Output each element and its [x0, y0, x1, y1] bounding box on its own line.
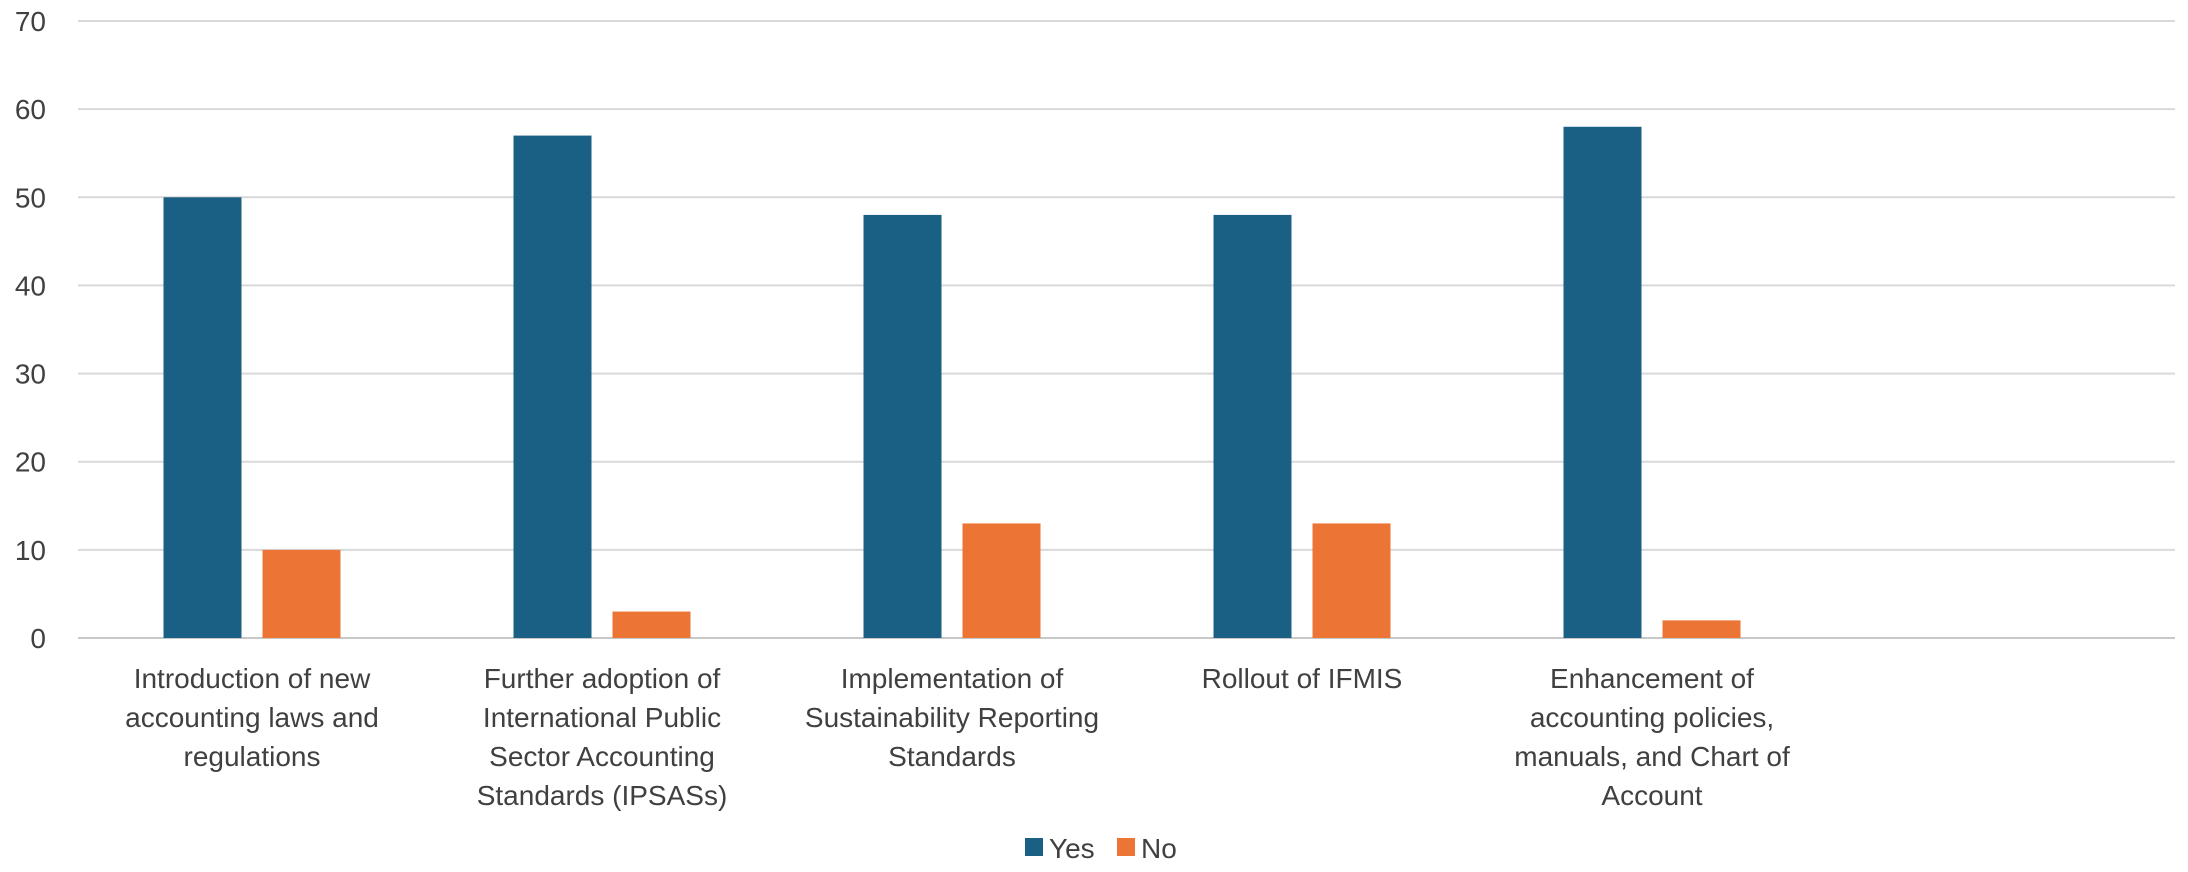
y-tick-label: 30: [15, 359, 46, 390]
category-label-line: Standards (IPSASs): [477, 780, 728, 811]
category-label: Implementation of Sustainability Reportin…: [805, 663, 1099, 772]
legend-label-no: No: [1141, 833, 1177, 864]
category-label-line: Implementation of: [841, 663, 1064, 694]
y-axis-ticks: 0 10 20 30 40 50 60 70: [15, 6, 46, 654]
bar-yes-2: [513, 135, 592, 639]
bar-no-1: [262, 549, 341, 638]
category-label-line: manuals, and Chart of: [1514, 741, 1790, 772]
category-label-line: Enhancement of: [1550, 663, 1754, 694]
legend: Yes No: [1025, 833, 1177, 864]
y-tick-label: 60: [15, 94, 46, 125]
category-label-line: International Public: [483, 702, 721, 733]
bar-yes-1: [163, 197, 242, 639]
category-label: Rollout of IFMIS: [1202, 663, 1403, 694]
category-label-line: Rollout of IFMIS: [1202, 663, 1403, 694]
bar-yes-5: [1563, 126, 1642, 639]
legend-swatch-yes: [1025, 838, 1043, 856]
y-tick-label: 20: [15, 447, 46, 478]
y-tick-label: 70: [15, 6, 46, 37]
bar-no-2: [612, 611, 691, 638]
bar-yes-4: [1213, 214, 1292, 638]
category-label-line: accounting policies,: [1530, 702, 1774, 733]
category-label-line: Further adoption of: [484, 663, 721, 694]
category-label-line: Sector Accounting: [489, 741, 715, 772]
bar-yes-3: [863, 214, 942, 638]
x-axis-labels: Introduction of new accounting laws and re…: [125, 663, 1790, 811]
category-label-line: Sustainability Reporting: [805, 702, 1099, 733]
bar-no-4: [1312, 523, 1391, 638]
legend-swatch-no: [1117, 838, 1135, 856]
category-label-line: regulations: [184, 741, 321, 772]
category-label: Introduction of new accounting laws and re…: [125, 663, 379, 772]
category-label-line: Account: [1601, 780, 1702, 811]
legend-label-yes: Yes: [1049, 833, 1095, 864]
bar-no-3: [962, 523, 1041, 638]
bars: [163, 126, 1741, 639]
category-label-line: Introduction of new: [134, 663, 371, 694]
gridlines: [78, 20, 2175, 639]
y-tick-label: 10: [15, 535, 46, 566]
category-label: Further adoption of International Public S…: [477, 663, 728, 811]
y-tick-label: 0: [30, 623, 46, 654]
category-label-line: accounting laws and: [125, 702, 379, 733]
category-label: Enhancement of accounting policies, manual…: [1514, 663, 1790, 811]
bar-no-5: [1662, 620, 1741, 638]
y-tick-label: 40: [15, 270, 46, 301]
y-tick-label: 50: [15, 182, 46, 213]
category-label-line: Standards: [888, 741, 1016, 772]
